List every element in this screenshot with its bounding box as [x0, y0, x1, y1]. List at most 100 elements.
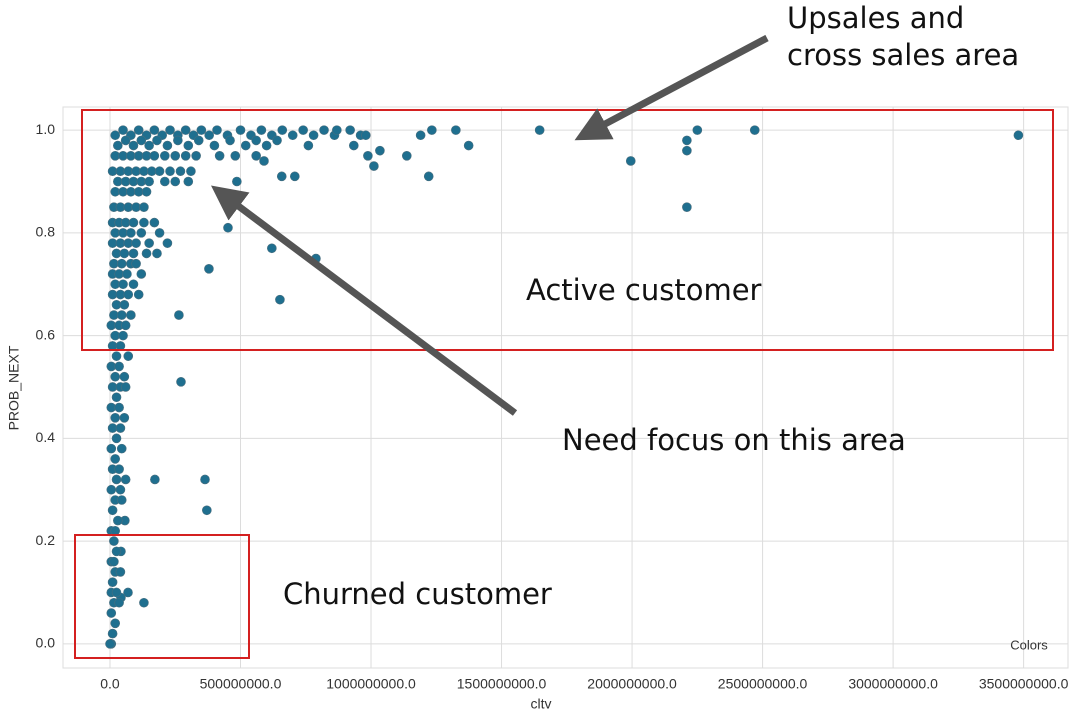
point [149, 125, 160, 135]
legend-title: Colors [1010, 637, 1048, 652]
point [136, 228, 147, 238]
point [451, 125, 461, 135]
point [110, 413, 121, 423]
point [114, 597, 124, 608]
x-tick-label: 0.0 [100, 676, 120, 692]
point [111, 433, 122, 444]
point [116, 310, 127, 320]
y-axis-label: PROB_NEXT [6, 345, 22, 430]
point [110, 454, 121, 464]
point [111, 351, 122, 361]
point [152, 135, 162, 146]
point [225, 135, 235, 146]
churned-box [74, 534, 250, 659]
point [240, 140, 251, 151]
point [369, 161, 379, 171]
point [110, 130, 121, 141]
point [107, 628, 118, 639]
point [139, 217, 149, 228]
point [298, 125, 308, 135]
x-tick-label: 1000000000.0 [326, 676, 416, 692]
point [105, 639, 115, 649]
point [144, 238, 154, 248]
point [308, 130, 319, 141]
point [319, 125, 329, 135]
y-tick-label: 1.0 [36, 121, 56, 137]
point [186, 166, 196, 177]
point [180, 151, 191, 161]
x-axis-label: cltv [531, 696, 552, 712]
point [361, 130, 371, 141]
point [128, 248, 139, 259]
active-box [81, 109, 1054, 351]
point [120, 382, 131, 392]
point [625, 156, 636, 166]
point [427, 125, 437, 135]
point [173, 135, 183, 146]
point [141, 248, 152, 259]
point [119, 413, 130, 423]
point [749, 125, 760, 135]
point [123, 351, 134, 361]
point [692, 125, 703, 135]
point [232, 176, 242, 187]
point [118, 279, 128, 290]
y-tick-label: 0.4 [36, 429, 56, 445]
point [348, 140, 359, 151]
point [363, 151, 373, 161]
y-tick-label: 0.8 [36, 224, 56, 240]
point [111, 392, 122, 403]
point [111, 587, 122, 598]
point [116, 258, 127, 269]
point [119, 299, 130, 310]
point [116, 495, 127, 505]
point [123, 587, 133, 598]
point [126, 310, 136, 320]
point [120, 320, 131, 331]
point [200, 474, 210, 485]
point [107, 577, 118, 588]
point [170, 176, 181, 187]
point [204, 130, 214, 141]
point [114, 402, 124, 413]
point [116, 443, 127, 454]
annotation: Upsales and [787, 1, 964, 35]
point [106, 608, 117, 618]
point [115, 423, 126, 433]
x-tick-label: 2500000000.0 [718, 676, 808, 692]
point [170, 151, 181, 161]
arrow [210, 185, 518, 416]
point [128, 279, 139, 290]
point [214, 151, 225, 161]
point [109, 536, 119, 546]
point [401, 151, 412, 161]
point [115, 484, 126, 495]
point [133, 125, 144, 135]
point [111, 474, 122, 485]
point [133, 289, 144, 300]
point [118, 330, 128, 341]
point [144, 176, 154, 187]
point [113, 515, 123, 526]
point [165, 125, 175, 135]
point [175, 166, 186, 177]
point [176, 377, 186, 387]
annotation: Active customer [526, 273, 762, 307]
point [165, 166, 175, 177]
point [204, 264, 214, 274]
point [1013, 130, 1024, 141]
x-tick-label: 2000000000.0 [587, 676, 677, 692]
point [106, 443, 117, 454]
point [128, 140, 139, 151]
y-tick-label: 0.2 [36, 532, 56, 548]
point [174, 310, 184, 320]
point [682, 135, 692, 146]
point [154, 228, 165, 238]
point [256, 125, 267, 135]
point [152, 248, 162, 259]
point [111, 546, 122, 557]
point [128, 217, 139, 228]
y-tick-label: 0.0 [36, 635, 56, 651]
point [209, 140, 220, 151]
